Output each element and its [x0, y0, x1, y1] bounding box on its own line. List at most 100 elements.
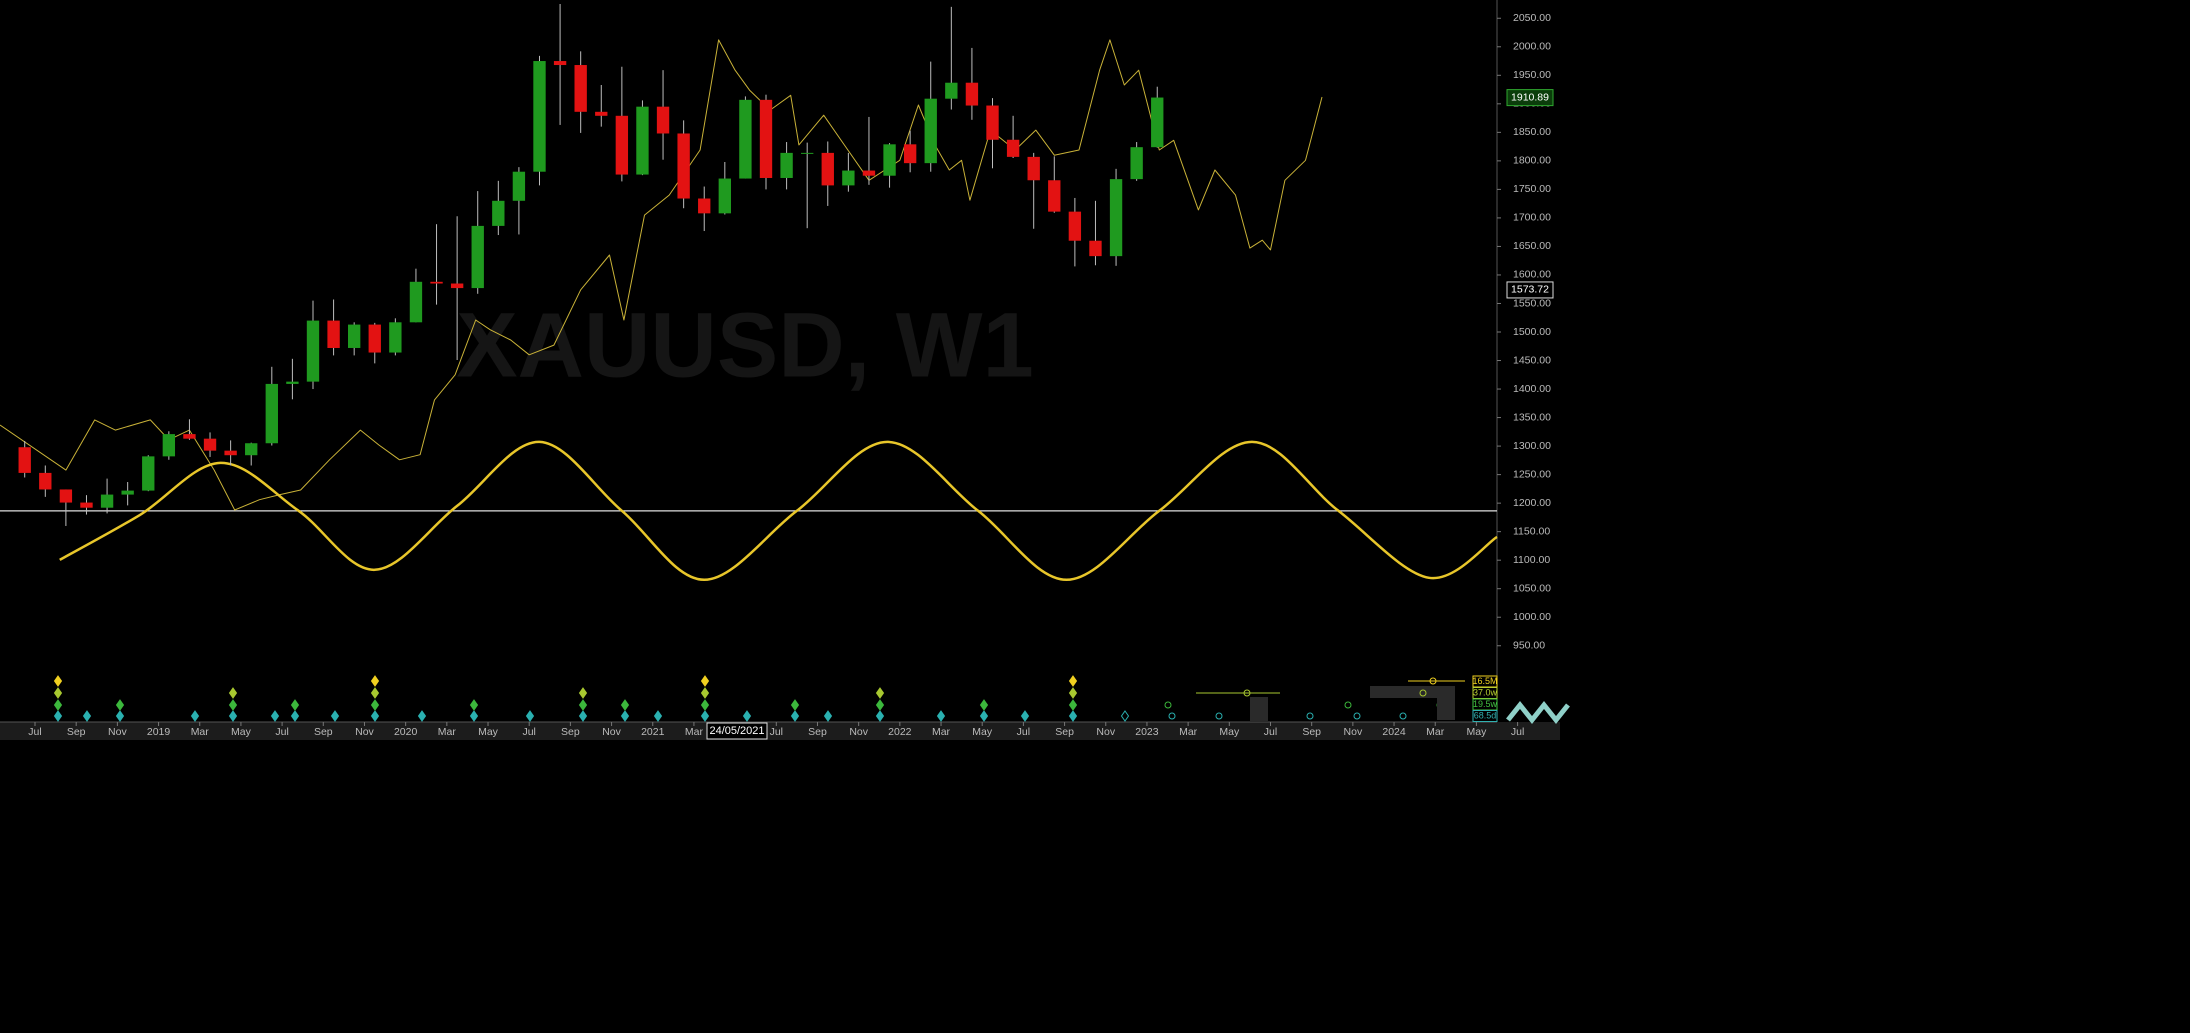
cycle-label-box — [1472, 710, 1498, 722]
cycle-label: 19.5w — [1473, 699, 1498, 709]
cursor-date-box — [706, 722, 768, 740]
candle-body — [801, 152, 814, 154]
cycle-marker — [53, 710, 63, 722]
time-axis-strip — [0, 722, 1560, 740]
x-tick-label: Nov — [108, 726, 127, 738]
cursor-date-label: 24/05/2021 — [709, 725, 764, 737]
y-tick-label: 1850.00 — [1513, 126, 1551, 138]
cursor-price-box — [1506, 281, 1554, 299]
cycle-marker — [700, 675, 710, 687]
x-tick-label: Jul — [1017, 726, 1030, 738]
x-tick-label: Mar — [685, 726, 704, 738]
x-tick-label: Mar — [1179, 726, 1198, 738]
y-tick-label: 2050.00 — [1513, 12, 1551, 24]
cycle-marker — [1068, 699, 1078, 711]
candle-body — [80, 502, 93, 508]
y-tick-label: 1550.00 — [1513, 297, 1551, 309]
cycle-marker — [53, 675, 63, 687]
cycle-marker — [370, 710, 380, 722]
cycle-marker — [370, 687, 380, 699]
x-tick-label: Sep — [1302, 726, 1321, 738]
cycle-marker — [115, 710, 125, 722]
y-tick-label: 1000.00 — [1513, 611, 1551, 623]
candle-body — [1027, 156, 1040, 181]
candle-body — [471, 225, 484, 289]
x-tick-label: Mar — [438, 726, 457, 738]
cycle-label: 16.5M — [1472, 676, 1497, 686]
last-price-box — [1506, 89, 1554, 107]
projection-marker — [1344, 701, 1352, 709]
x-tick-label: Mar — [191, 726, 210, 738]
candle-body — [203, 438, 217, 451]
projection-marker — [1429, 677, 1437, 685]
cycle-marker — [1068, 710, 1078, 722]
candle-body — [347, 324, 361, 348]
projection-marker — [1419, 689, 1427, 697]
cursor-price-label: 1573.72 — [1511, 284, 1549, 296]
candle-body — [492, 200, 505, 226]
cycle-marker — [1120, 710, 1130, 722]
candle-body — [842, 170, 855, 186]
cycle-marker — [620, 699, 630, 711]
last-price-label: 1910.89 — [1511, 91, 1549, 103]
candle-body — [389, 322, 402, 353]
watermark: XAUUSD, W1 — [456, 294, 1034, 396]
x-tick-label: 2020 — [394, 726, 418, 738]
logo — [1506, 700, 1570, 725]
projection-band — [1250, 697, 1268, 721]
cycle-marker — [469, 699, 479, 711]
x-tick-label: 2023 — [1135, 726, 1159, 738]
candle-body — [718, 178, 731, 214]
y-tick-label: 1750.00 — [1513, 183, 1551, 195]
x-tick-label: Nov — [1096, 726, 1115, 738]
candle-body — [677, 133, 690, 199]
candle-body — [512, 171, 526, 201]
cycle-marker — [620, 710, 630, 722]
x-tick-label: Jul — [1511, 726, 1524, 738]
cycle-marker — [979, 710, 989, 722]
projection-marker — [1215, 712, 1223, 720]
cycle-marker — [936, 710, 946, 722]
projection-band — [1437, 698, 1455, 720]
candle-body — [1130, 147, 1143, 180]
x-tick-label: Sep — [561, 726, 580, 738]
candle-body — [18, 447, 31, 473]
x-tick-label: 2024 — [1382, 726, 1406, 738]
x-tick-label: Nov — [849, 726, 868, 738]
candle-body — [224, 450, 237, 456]
x-tick-label: Sep — [67, 726, 86, 738]
y-tick-label: 1350.00 — [1513, 411, 1551, 423]
x-tick-label: 2021 — [641, 726, 665, 738]
logo-mark — [1506, 700, 1570, 725]
candle-body — [615, 115, 629, 175]
candle-body — [965, 82, 979, 106]
candle-body — [39, 472, 52, 490]
x-tick-label: May — [231, 726, 252, 738]
cycle-marker — [525, 710, 535, 722]
x-tick-label: Mar — [932, 726, 951, 738]
cycle-marker — [578, 699, 588, 711]
candle-body — [862, 170, 876, 176]
y-tick-label: 1100.00 — [1513, 554, 1550, 566]
y-tick-label: 1050.00 — [1513, 582, 1551, 594]
cycle-marker — [653, 710, 663, 722]
candle-body — [533, 61, 546, 172]
y-tick-label: 1700.00 — [1513, 212, 1551, 224]
cycle-marker — [700, 699, 710, 711]
cycle-marker — [228, 710, 238, 722]
y-tick-label: 1200.00 — [1513, 497, 1551, 509]
cycle-label: 37.0w — [1473, 687, 1498, 697]
y-tick-label: 2000.00 — [1513, 41, 1551, 53]
candle-body — [883, 144, 896, 176]
candle-body — [450, 283, 464, 289]
candle-body — [780, 152, 793, 178]
cycle-marker — [53, 699, 63, 711]
cycle-marker — [469, 710, 479, 722]
cycle-marker — [290, 699, 300, 711]
cycle-marker — [115, 699, 125, 711]
candle-body — [183, 434, 196, 439]
candle-body — [636, 106, 649, 175]
x-tick-label: May — [478, 726, 499, 738]
candle-body — [698, 198, 711, 214]
